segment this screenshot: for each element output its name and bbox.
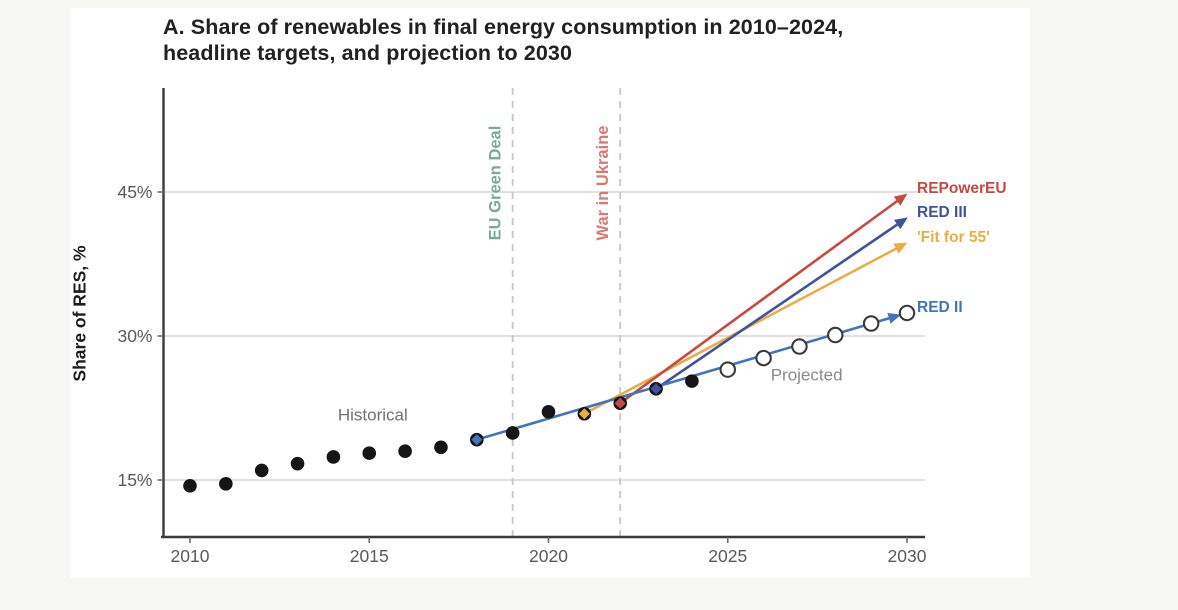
target-label-repowereu: REPowerEU: [917, 180, 1007, 197]
historical-point-2017: [434, 440, 448, 455]
historical-point-2013: [290, 456, 305, 471]
historical-point-2016: [398, 444, 412, 459]
target-label-red-iii: RED III: [917, 204, 967, 221]
chart-title-line1: A. Share of renewables in final energy c…: [163, 15, 844, 39]
historical-point-2010: [183, 478, 197, 493]
target-start-diamond-repowereu: [614, 397, 626, 409]
historical-point-2015: [362, 446, 377, 460]
projected-point-2025: [719, 361, 736, 378]
projected-point-2029: [862, 315, 880, 332]
target-start-diamond-red-iii: [650, 383, 662, 395]
target-line-repowereu: [619, 193, 908, 405]
x-tick-label-2010: 2010: [171, 546, 210, 566]
target-label-red-ii: RED II: [917, 299, 963, 316]
historical-point-2019: [505, 426, 520, 440]
y-tick-label-30: 30%: [117, 326, 152, 346]
projected-point-2030: [898, 304, 916, 322]
event-label-2022: War in Ukraine: [594, 126, 612, 241]
historical-point-2014: [326, 450, 341, 464]
projected-point-2026: [755, 349, 772, 367]
target-line-red-iii: [655, 217, 908, 390]
x-tick-label-2025: 2025: [708, 546, 747, 566]
x-tick-label-2015: 2015: [350, 546, 389, 566]
y-tick-label-15: 15%: [117, 470, 152, 490]
historical-point-2012: [254, 463, 269, 478]
y-tick-label-45: 45%: [117, 182, 152, 202]
x-tick-label-2030: 2030: [888, 546, 927, 566]
historical-point-2020: [541, 405, 556, 419]
historical-point-2024: [685, 374, 699, 388]
target-start-diamond-red-ii: [471, 434, 483, 446]
projected-point-2028: [827, 326, 844, 344]
annotation-historical: Historical: [338, 406, 408, 425]
annotation-projected: Projected: [771, 365, 843, 384]
chart-title-line2: headline targets, and projection to 2030: [163, 41, 573, 65]
chart-title: A. Share of renewables in final energy c…: [163, 14, 943, 66]
historical-point-2011: [219, 477, 233, 491]
projected-point-2027: [791, 338, 808, 355]
target-label--fit-for-55-: 'Fit for 55': [917, 229, 990, 246]
event-label-2019: EU Green Deal: [487, 126, 505, 241]
x-tick-label-2020: 2020: [529, 546, 568, 566]
